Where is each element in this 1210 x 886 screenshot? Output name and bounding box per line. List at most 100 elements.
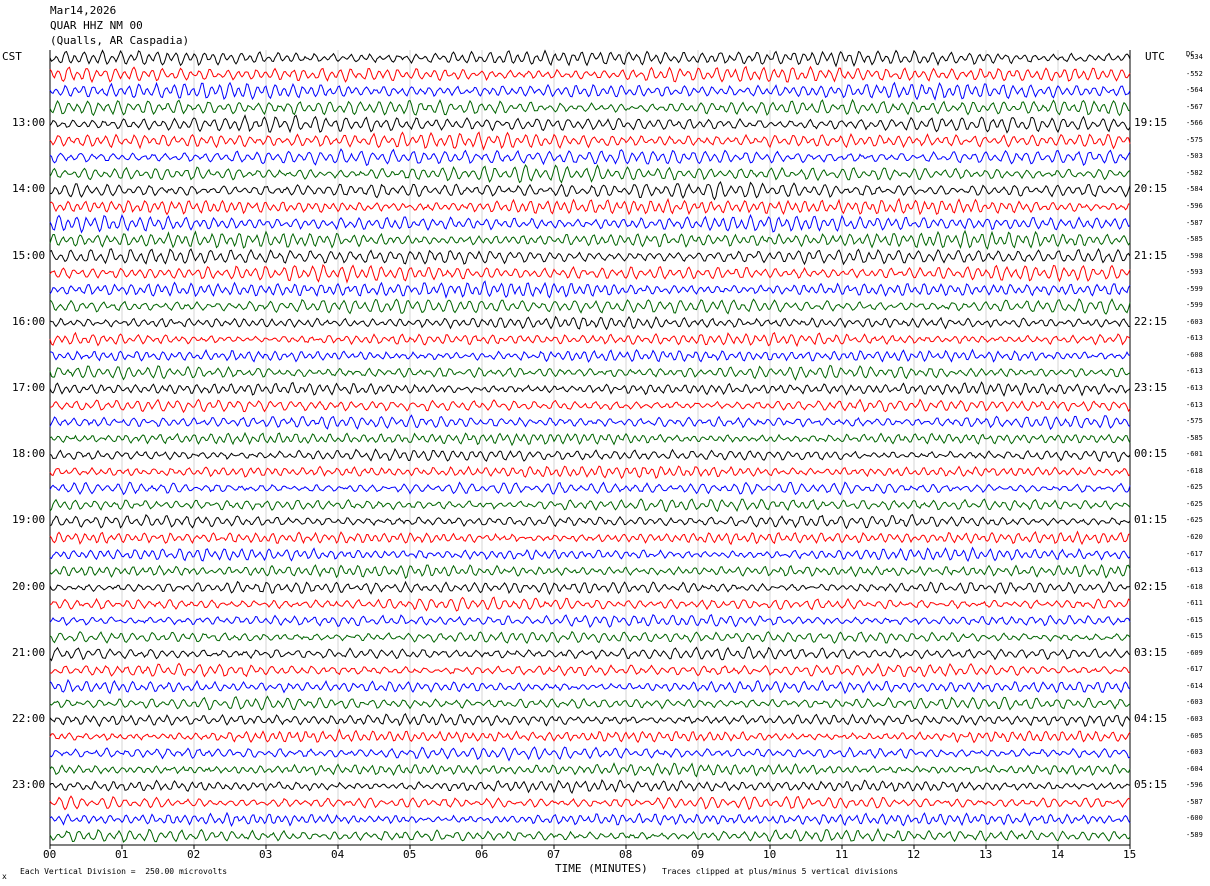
dc-offset-label: -593 [1186,268,1203,276]
x-tick-label: 02 [187,848,200,861]
dc-offset-label: -609 [1186,649,1203,657]
seismic-trace [50,747,1130,760]
seismic-trace [50,582,1130,594]
seismic-trace [50,231,1130,249]
vertical-division-note: Each Vertical Division = 250.00 microvol… [20,867,227,876]
dc-offset-label: -503 [1186,152,1203,160]
seismic-trace [50,597,1130,611]
dc-offset-label: -566 [1186,119,1203,127]
seismic-trace [50,132,1130,149]
dc-offset-label: -599 [1186,285,1203,293]
dc-offset-label: -585 [1186,434,1203,442]
dc-offset-label: -611 [1186,599,1203,607]
seismic-trace [50,415,1130,429]
seismic-trace [50,67,1130,82]
seismic-trace [50,365,1130,379]
left-hour-label: 18:00 [12,447,45,460]
seismic-trace [50,730,1130,743]
dc-offset-label: -603 [1186,748,1203,756]
dc-offset-label: -534 [1186,53,1203,61]
seismic-trace [50,265,1130,282]
right-hour-label: 00:15 [1134,447,1167,460]
x-tick-label: 07 [547,848,560,861]
seismic-trace [50,182,1130,200]
seismic-trace [50,382,1130,395]
dc-offset-label: -596 [1186,781,1203,789]
x-tick-label: 10 [763,848,776,861]
dc-offset-label: -603 [1186,318,1203,326]
left-hour-label: 16:00 [12,315,45,328]
seismic-trace [50,796,1130,809]
dc-offset-label: -587 [1186,219,1203,227]
dc-offset-label: -601 [1186,450,1203,458]
seismic-trace [50,548,1130,561]
left-hour-label: 13:00 [12,116,45,129]
clip-note: Traces clipped at plus/minus 5 vertical … [662,867,898,876]
dc-offset-label: -587 [1186,798,1203,806]
seismic-trace [50,333,1130,346]
dc-offset-label: -575 [1186,417,1203,425]
dc-offset-label: -615 [1186,632,1203,640]
seismic-trace [50,632,1130,643]
seismic-trace [50,532,1130,545]
seismic-trace [50,400,1130,413]
seismic-trace [50,499,1130,512]
seismic-trace [50,249,1130,264]
corner-mark: x [2,872,7,881]
right-hour-label: 23:15 [1134,381,1167,394]
seismic-trace [50,215,1130,232]
left-hour-label: 22:00 [12,712,45,725]
dc-offset-label: -625 [1186,483,1203,491]
dc-offset-label: -605 [1186,732,1203,740]
seismic-trace [50,714,1130,727]
seismic-trace [50,165,1130,183]
seismic-trace [50,51,1130,67]
dc-offset-label: -582 [1186,169,1203,177]
x-tick-label: 01 [115,848,128,861]
dc-offset-label: -552 [1186,70,1203,78]
left-hour-label: 15:00 [12,249,45,262]
dc-offset-label: -613 [1186,384,1203,392]
seismic-trace [50,482,1130,494]
seismic-trace [50,565,1130,578]
x-tick-label: 03 [259,848,272,861]
dc-offset-label: -613 [1186,367,1203,375]
right-hour-label: 05:15 [1134,778,1167,791]
dc-offset-label: -584 [1186,185,1203,193]
left-hour-label: 14:00 [12,182,45,195]
dc-offset-label: -614 [1186,682,1203,690]
dc-offset-label: -599 [1186,301,1203,309]
left-hour-label: 20:00 [12,580,45,593]
seismic-trace [50,515,1130,529]
right-hour-label: 03:15 [1134,646,1167,659]
dc-offset-label: -608 [1186,351,1203,359]
seismic-trace [50,663,1130,676]
seismic-trace [50,680,1130,693]
x-axis-label: TIME (MINUTES) [555,862,648,875]
dc-offset-label: -589 [1186,831,1203,839]
dc-offset-label: -615 [1186,616,1203,624]
right-hour-label: 01:15 [1134,513,1167,526]
right-hour-label: 04:15 [1134,712,1167,725]
dc-offset-label: -613 [1186,334,1203,342]
seismic-trace [50,83,1130,99]
dc-offset-label: -625 [1186,500,1203,508]
seismic-trace [50,299,1130,314]
x-tick-label: 15 [1123,848,1136,861]
seismic-trace [50,449,1130,462]
seismic-trace [50,780,1130,793]
dc-offset-label: -613 [1186,566,1203,574]
x-tick-label: 14 [1051,848,1064,861]
x-tick-label: 06 [475,848,488,861]
x-tick-label: 11 [835,848,848,861]
seismic-trace [50,317,1130,329]
seismic-trace [50,696,1130,709]
seismic-trace [50,466,1130,478]
dc-offset-label: -603 [1186,715,1203,723]
seismic-trace [50,647,1130,661]
dc-offset-label: -564 [1186,86,1203,94]
seismic-trace [50,116,1130,133]
dc-offset-label: -600 [1186,814,1203,822]
left-hour-label: 21:00 [12,646,45,659]
x-tick-label: 08 [619,848,632,861]
